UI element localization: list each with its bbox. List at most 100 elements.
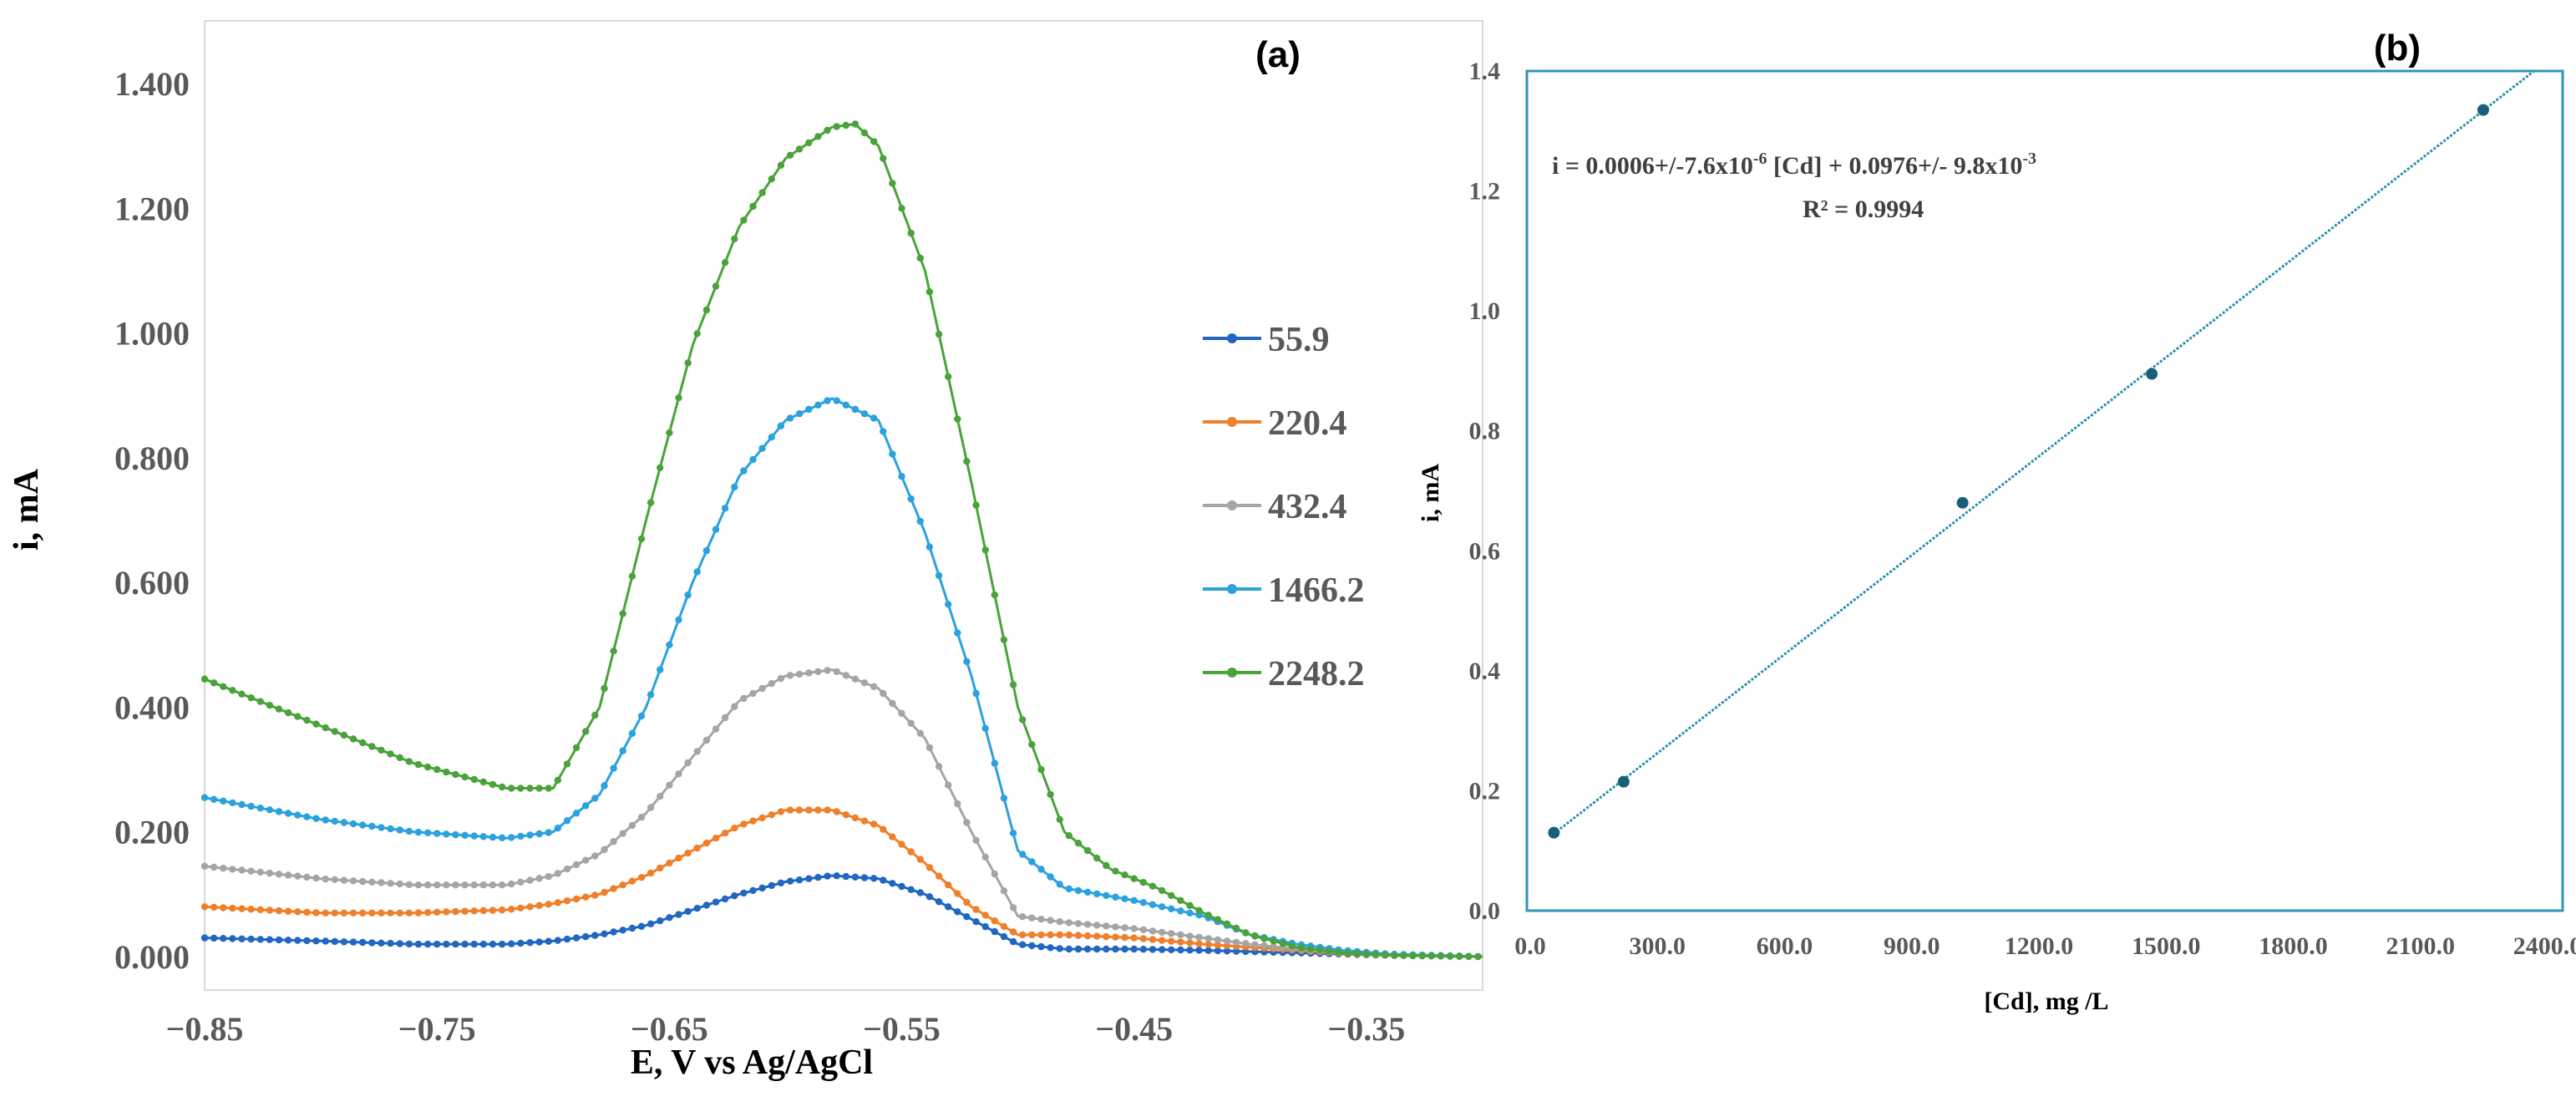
- series-marker: [1000, 922, 1008, 931]
- series-marker: [814, 668, 822, 676]
- series-marker: [238, 690, 246, 698]
- panel-a-legend: 55.9 220.4 432.4 1466.2 2248.2: [1203, 321, 1365, 693]
- series-marker: [981, 853, 989, 861]
- series-marker: [619, 881, 626, 889]
- series-marker: [1130, 896, 1138, 905]
- series-marker: [359, 821, 367, 829]
- series-marker: [1083, 888, 1092, 896]
- series-marker: [396, 754, 403, 762]
- series-marker: [601, 782, 608, 790]
- series-marker: [1232, 947, 1240, 955]
- panel-b-y-tick-label: 0.6: [1469, 537, 1501, 565]
- series-marker: [1019, 851, 1027, 858]
- series-marker: [768, 811, 775, 819]
- series-marker: [498, 906, 506, 914]
- legend-item-432.4: 432.4: [1203, 488, 1347, 526]
- series-marker: [200, 794, 209, 801]
- series-marker: [582, 893, 590, 901]
- series-marker: [898, 205, 905, 212]
- series-marker: [1297, 944, 1306, 952]
- series-marker: [907, 886, 915, 894]
- panel-a-y-tick-label: 0.800: [114, 439, 190, 477]
- series-marker: [349, 820, 357, 828]
- series-marker: [637, 814, 646, 821]
- series-marker: [1093, 922, 1101, 929]
- series-marker: [768, 679, 775, 688]
- series-marker: [340, 731, 348, 739]
- series-marker: [805, 139, 813, 147]
- series-marker: [601, 888, 608, 896]
- series-marker: [619, 747, 626, 754]
- series-marker: [954, 890, 961, 897]
- series-marker: [284, 871, 292, 879]
- series-marker: [210, 934, 218, 942]
- series-marker: [489, 906, 497, 914]
- series-marker: [628, 821, 636, 830]
- series-marker: [414, 881, 423, 889]
- series-marker: [423, 881, 432, 889]
- series-marker: [1074, 945, 1083, 953]
- series-marker: [312, 937, 320, 945]
- series-marker: [526, 876, 534, 884]
- panel-a-x-tick-label: −0.85: [166, 1010, 244, 1048]
- series-marker: [434, 881, 441, 889]
- legend-item-220.4: 220.4: [1203, 404, 1347, 443]
- series-marker: [200, 675, 209, 683]
- series-marker: [740, 889, 748, 897]
- series-marker: [508, 785, 515, 792]
- series-marker: [229, 904, 236, 912]
- series-marker: [554, 825, 561, 832]
- legend-marker: [1227, 333, 1237, 343]
- series-marker: [880, 876, 887, 884]
- series-2248.2: [200, 120, 1483, 961]
- series-marker: [693, 568, 701, 576]
- series-marker: [712, 526, 720, 533]
- series-marker: [981, 724, 989, 732]
- series-marker: [545, 785, 552, 792]
- series-marker: [833, 872, 840, 880]
- series-marker: [963, 898, 971, 906]
- series-marker: [758, 189, 766, 196]
- series-marker: [359, 877, 367, 886]
- series-marker: [452, 770, 459, 779]
- panel-b-y-tick-label: 0.2: [1469, 777, 1501, 805]
- series-marker: [657, 917, 664, 925]
- series-marker: [610, 885, 617, 892]
- series-marker: [200, 903, 209, 911]
- series-marker: [1037, 931, 1045, 939]
- series-marker: [405, 827, 413, 835]
- series-marker: [396, 826, 403, 834]
- series-marker: [740, 216, 748, 224]
- panel-a-chart: (a) 0.000 0.200 0.400 0.600 0.800 1.000 1.200 1…: [8, 20, 1483, 1082]
- series-marker: [1400, 952, 1407, 959]
- series-marker: [1251, 941, 1259, 948]
- series-marker: [443, 768, 450, 776]
- series-marker: [1382, 952, 1389, 959]
- series-marker: [880, 155, 887, 162]
- series-marker: [1456, 952, 1463, 960]
- series-marker: [387, 880, 394, 887]
- series-marker: [479, 778, 487, 786]
- series-marker: [1204, 935, 1212, 942]
- series-marker: [294, 811, 302, 819]
- series-marker: [749, 689, 757, 698]
- series-marker: [860, 874, 869, 881]
- panel-b-y-tick-label: 0.4: [1469, 658, 1501, 685]
- series-marker: [256, 698, 264, 705]
- series-marker: [1130, 934, 1138, 942]
- series-marker: [721, 259, 729, 267]
- series-marker: [1186, 901, 1194, 910]
- series-marker: [275, 705, 283, 713]
- series-marker: [851, 814, 860, 822]
- series-marker: [423, 940, 432, 948]
- series-marker: [266, 906, 274, 914]
- series-marker: [434, 940, 441, 948]
- series-marker: [786, 806, 794, 814]
- series-marker: [517, 785, 525, 792]
- series-marker: [647, 499, 655, 506]
- series-marker: [396, 909, 403, 917]
- series-marker: [554, 937, 561, 944]
- series-marker: [340, 909, 348, 917]
- series-marker: [1130, 925, 1138, 932]
- series-marker: [749, 455, 757, 464]
